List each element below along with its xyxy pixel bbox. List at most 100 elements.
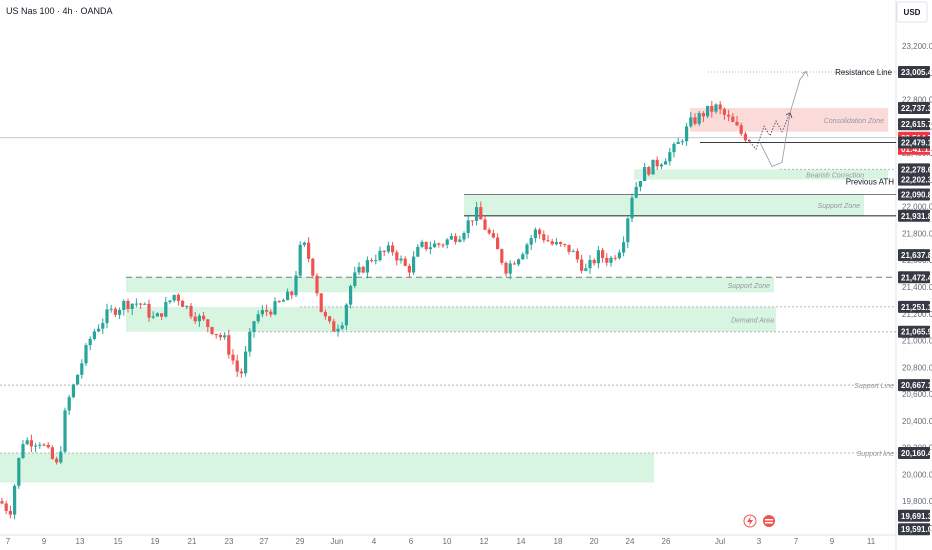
price-tick-label: 20,400.0 (902, 417, 932, 426)
candle-body (487, 229, 491, 234)
candle-body (643, 167, 647, 182)
level-lines-layer (0, 71, 896, 454)
candle-body (118, 309, 122, 315)
zone-rect (126, 306, 776, 332)
time-tick-label: 11 (867, 537, 876, 546)
price-level-label: 22,737.3 (901, 104, 932, 113)
candle-body (403, 258, 407, 266)
candle-body (101, 323, 105, 329)
candle-body (685, 126, 689, 142)
zone-label: Support Zone (728, 283, 771, 290)
time-tick-label: 13 (76, 537, 85, 546)
candle-body (210, 327, 214, 334)
projection-arrow-icon (785, 112, 793, 119)
candle-body (391, 245, 395, 253)
candle-body (29, 440, 33, 447)
candle-body (550, 241, 554, 245)
candle-body (584, 268, 588, 271)
time-tick-label: Jun (331, 537, 344, 546)
candle-body (378, 250, 382, 261)
candle-body (470, 220, 474, 222)
candle-body (139, 303, 143, 305)
candle-body (265, 309, 269, 312)
candle-body (445, 239, 449, 245)
candle-body (71, 384, 75, 398)
candle-body (449, 236, 453, 240)
candle-body (626, 218, 630, 243)
candle-body (361, 266, 365, 273)
candle-body (122, 300, 126, 310)
candle-body (529, 238, 533, 245)
candle-body (638, 181, 642, 187)
candle-body (202, 315, 206, 320)
candle-body (0, 501, 4, 504)
candle-body (399, 258, 403, 261)
price-level-label: 21,472.4 (901, 273, 932, 282)
annotation-label: Support Line (854, 383, 894, 390)
candle-body (88, 338, 92, 346)
candle-body (353, 272, 357, 287)
time-tick-label: 9 (42, 537, 47, 546)
candle-body (105, 309, 109, 324)
candle-body (580, 259, 584, 271)
candle-body (559, 242, 563, 244)
price-level-label: 22,479.1 (901, 139, 932, 148)
candle-body (407, 265, 411, 273)
time-tick-label: 24 (626, 537, 635, 546)
candle-body (466, 220, 470, 234)
candle-body (181, 300, 185, 307)
candle-body (231, 354, 235, 361)
price-level-label: 22,615.7 (901, 120, 932, 129)
time-tick-label: 26 (662, 537, 671, 546)
candle-body (630, 197, 634, 219)
candle-body (601, 250, 605, 258)
time-tick-label: 18 (554, 537, 563, 546)
candle-body (357, 266, 361, 273)
candle-body (731, 116, 735, 122)
candle-body (382, 250, 386, 252)
price-tick-label: 21,000.0 (902, 337, 932, 346)
candle-body (596, 250, 600, 264)
candle-body (538, 229, 542, 235)
candle-body (706, 105, 710, 117)
candle-body (294, 275, 298, 296)
price-tick-label: 21,800.0 (902, 229, 932, 238)
candle-body (244, 351, 248, 374)
zone-rect (0, 452, 654, 483)
time-tick-label: Jul (715, 537, 725, 546)
price-level-label: 23,005.4 (901, 68, 932, 77)
price-level-box (898, 271, 930, 284)
flag-icon[interactable] (763, 515, 775, 527)
candle-body (260, 309, 264, 315)
candle-body (567, 244, 571, 252)
candle-body (80, 363, 84, 375)
candle-body (311, 258, 315, 276)
candle-body (269, 311, 273, 315)
price-level-box (898, 136, 930, 149)
candle-body (563, 243, 567, 245)
candle-body (722, 109, 726, 115)
candle-body (609, 257, 613, 263)
candle-body (223, 335, 227, 338)
candle-body (386, 245, 390, 252)
candle-body (34, 445, 38, 447)
candle-body (151, 316, 155, 318)
currency-badge[interactable]: USD (896, 1, 928, 23)
candle-body (273, 301, 277, 315)
candle-body (483, 219, 487, 230)
price-level-label: 22,202.3 (901, 176, 932, 185)
candle-body (160, 313, 164, 317)
candle-body (571, 251, 575, 253)
candle-body (349, 286, 353, 305)
annotation-label: Resistance Line (835, 68, 892, 77)
candle-body (622, 242, 626, 253)
price-level-box (898, 446, 930, 459)
candle-body (298, 244, 302, 276)
lightning-icon[interactable] (743, 514, 757, 528)
candle-body (697, 113, 701, 124)
candle-body (475, 207, 479, 221)
candle-body (647, 167, 651, 175)
candle-body (533, 229, 537, 239)
candle-body (38, 444, 42, 446)
